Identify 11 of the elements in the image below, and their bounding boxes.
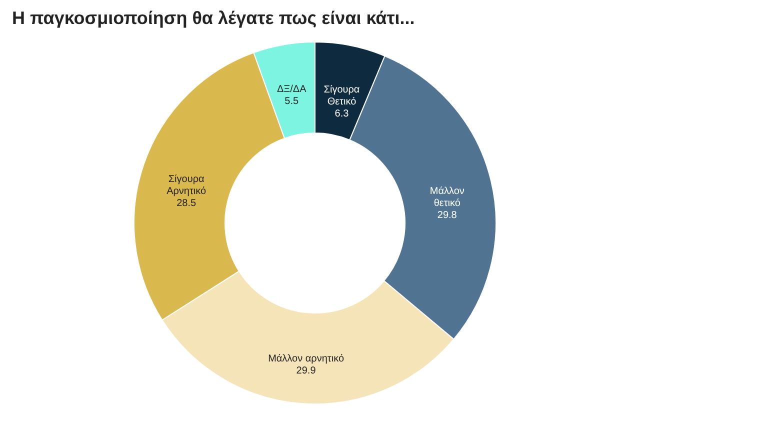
data-label: 5.5 — [284, 96, 300, 108]
slice-label: Σίγουρα Θετικό — [324, 84, 360, 108]
data-label: 6.3 — [334, 108, 350, 120]
slice-label: ΔΞ/ΔΑ — [276, 84, 307, 96]
data-label: 29.9 — [296, 366, 316, 377]
slice-label: Μάλλον θετικό — [430, 186, 464, 209]
data-label: 29.8 — [437, 210, 458, 221]
slice-label: Μάλλον αρνητικό — [268, 354, 344, 365]
data-label: 28.5 — [176, 198, 196, 209]
chart-title: Η παγκοσμιοποίηση θα λέγατε πως είναι κάτι... — [12, 8, 415, 28]
slice-label: Σίγουρα Αρνητικό — [166, 174, 207, 197]
